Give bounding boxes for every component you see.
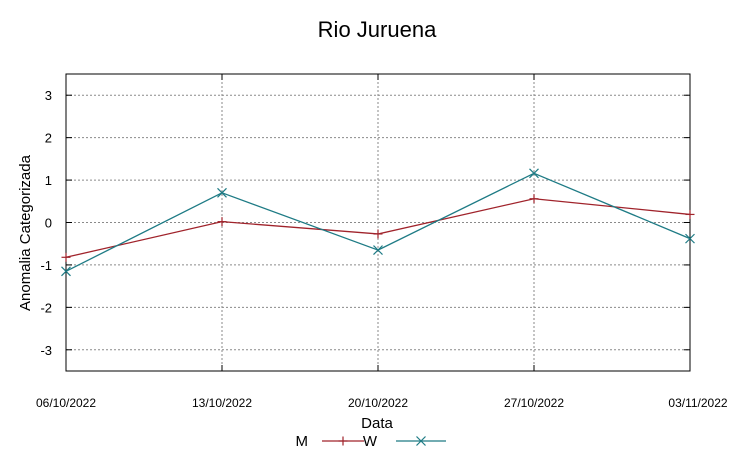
y-tick-label: 0 <box>45 216 52 231</box>
data-point-M <box>373 229 383 239</box>
x-tick-label: 20/10/2022 <box>348 396 408 410</box>
data-point-W <box>685 233 695 244</box>
data-point-M <box>685 209 695 219</box>
data-point-M <box>217 217 227 227</box>
legend-marker-M <box>338 436 348 446</box>
data-point-M <box>61 252 71 262</box>
data-point-W <box>373 245 383 256</box>
legend-marker-W <box>416 436 426 446</box>
y-tick-label: 2 <box>45 131 52 146</box>
chart-title: Rio Juruena <box>318 17 437 42</box>
y-tick-label: -2 <box>40 300 52 315</box>
y-tick-label: -3 <box>40 343 52 358</box>
x-axis-label: Data <box>361 415 393 432</box>
x-tick-label: 27/10/2022 <box>504 396 564 410</box>
data-point-M <box>529 194 539 204</box>
y-tick-label: -1 <box>40 258 52 273</box>
legend-label-W: W <box>363 433 378 450</box>
x-tick-label: 13/10/2022 <box>192 396 252 410</box>
x-tick-label: 03/11/2022 <box>668 396 727 410</box>
y-axis-label: Anomalia Categorizada <box>17 154 34 311</box>
data-point-W <box>217 187 227 198</box>
data-point-W <box>529 168 539 179</box>
legend-label-M: M <box>296 433 309 450</box>
y-tick-label: 1 <box>45 173 52 188</box>
y-tick-label: 3 <box>45 88 52 103</box>
data-point-W <box>61 266 71 277</box>
x-tick-label: 06/10/2022 <box>36 396 96 410</box>
